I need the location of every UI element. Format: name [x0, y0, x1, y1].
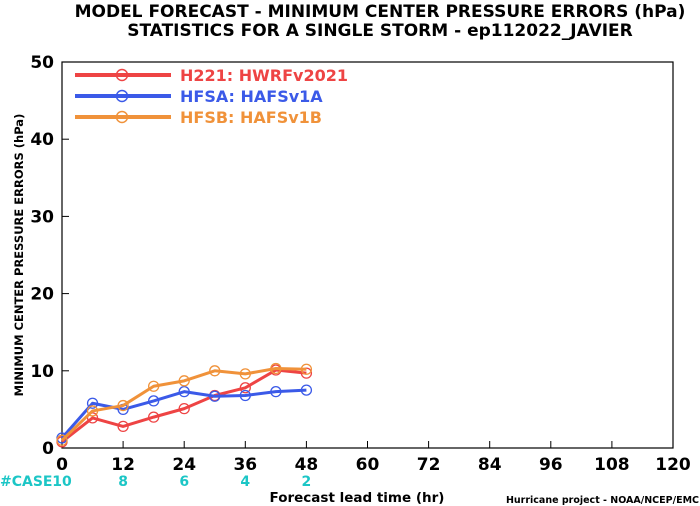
legend-swatch-marker — [115, 110, 129, 124]
data-point — [147, 411, 160, 423]
data-point — [178, 385, 190, 398]
chart-title-line1: MODEL FORECAST - MINIMUM CENTER PRESSURE… — [75, 2, 686, 22]
x-tick-label: 36 — [233, 455, 257, 475]
x-tick-label: 0 — [56, 455, 68, 475]
x-axis-label: Forecast lead time (hr) — [270, 490, 445, 506]
series-1 — [56, 364, 313, 448]
series-line — [60, 388, 307, 439]
data-point — [270, 385, 282, 398]
case-label: #CASE — [0, 474, 53, 490]
data-point — [117, 420, 129, 433]
legend-label: HFSA: HAFSv1A — [180, 87, 323, 106]
data-point — [147, 395, 160, 407]
y-tick-label: 20 — [30, 285, 54, 305]
y-tick-label: 10 — [30, 362, 54, 382]
x-tick-label: 120 — [655, 455, 691, 475]
data-point — [178, 402, 190, 415]
data-point — [209, 390, 221, 402]
plot-frame — [61, 61, 674, 449]
data-point — [86, 405, 99, 417]
y-tick-label: 30 — [30, 207, 54, 227]
case-count: 2 — [302, 474, 312, 490]
x-tick-label: 72 — [417, 455, 441, 475]
series-2 — [56, 384, 313, 444]
x-tick-label: 24 — [172, 455, 196, 475]
data-point — [209, 365, 221, 377]
data-point — [300, 363, 313, 375]
data-point — [270, 362, 282, 375]
y-tick-label: 40 — [30, 130, 54, 150]
data-point — [147, 380, 160, 392]
case-count: 10 — [52, 474, 72, 490]
legend-label: H221: HWRFv2021 — [180, 66, 348, 85]
y-tick-label: 50 — [30, 53, 54, 73]
chart-title-line2: STATISTICS FOR A SINGLE STORM - ep112022… — [127, 21, 633, 41]
data-point — [86, 397, 99, 409]
series-line — [61, 368, 307, 444]
data-point — [239, 382, 251, 394]
data-point — [239, 389, 251, 402]
y-axis-label: MINIMUM CENTER PRESSURE ERRORS (hPa) — [12, 114, 26, 397]
x-tick-label: 48 — [295, 455, 319, 475]
credit-text: Hurricane project - NOAA/NCEP/EMC — [506, 495, 699, 506]
y-tick-label: 0 — [42, 439, 54, 459]
data-point — [300, 384, 313, 396]
legend-swatch-marker — [115, 68, 129, 82]
series-layer — [56, 362, 313, 448]
series-3 — [56, 362, 313, 446]
x-tick-label: 12 — [111, 455, 135, 475]
data-point — [239, 368, 251, 380]
data-point — [178, 375, 190, 387]
legend-label: HFSB: HAFSv1B — [180, 108, 322, 127]
plot-area — [61, 61, 674, 449]
legend: H221: HWRFv2021 HFSA: HAFSv1A HFSB: HAFSv1… — [75, 66, 348, 127]
data-point — [56, 434, 68, 446]
x-tick-label: 84 — [478, 455, 502, 475]
tick-labels: 0 12 24 36 48 60 72 84 96 108 120 0 10 20 30 40 50 — [30, 53, 691, 475]
series-line — [60, 366, 307, 442]
legend-swatch-marker — [115, 89, 129, 103]
x-tick-label: 108 — [594, 455, 630, 475]
x-tick-label: 96 — [539, 455, 563, 475]
case-count: 4 — [240, 474, 250, 490]
case-count: 8 — [118, 474, 128, 490]
case-counts: 10 8 6 4 2 — [52, 474, 311, 490]
data-point — [117, 399, 129, 412]
x-tick-label: 60 — [356, 455, 380, 475]
case-count: 6 — [179, 474, 189, 490]
